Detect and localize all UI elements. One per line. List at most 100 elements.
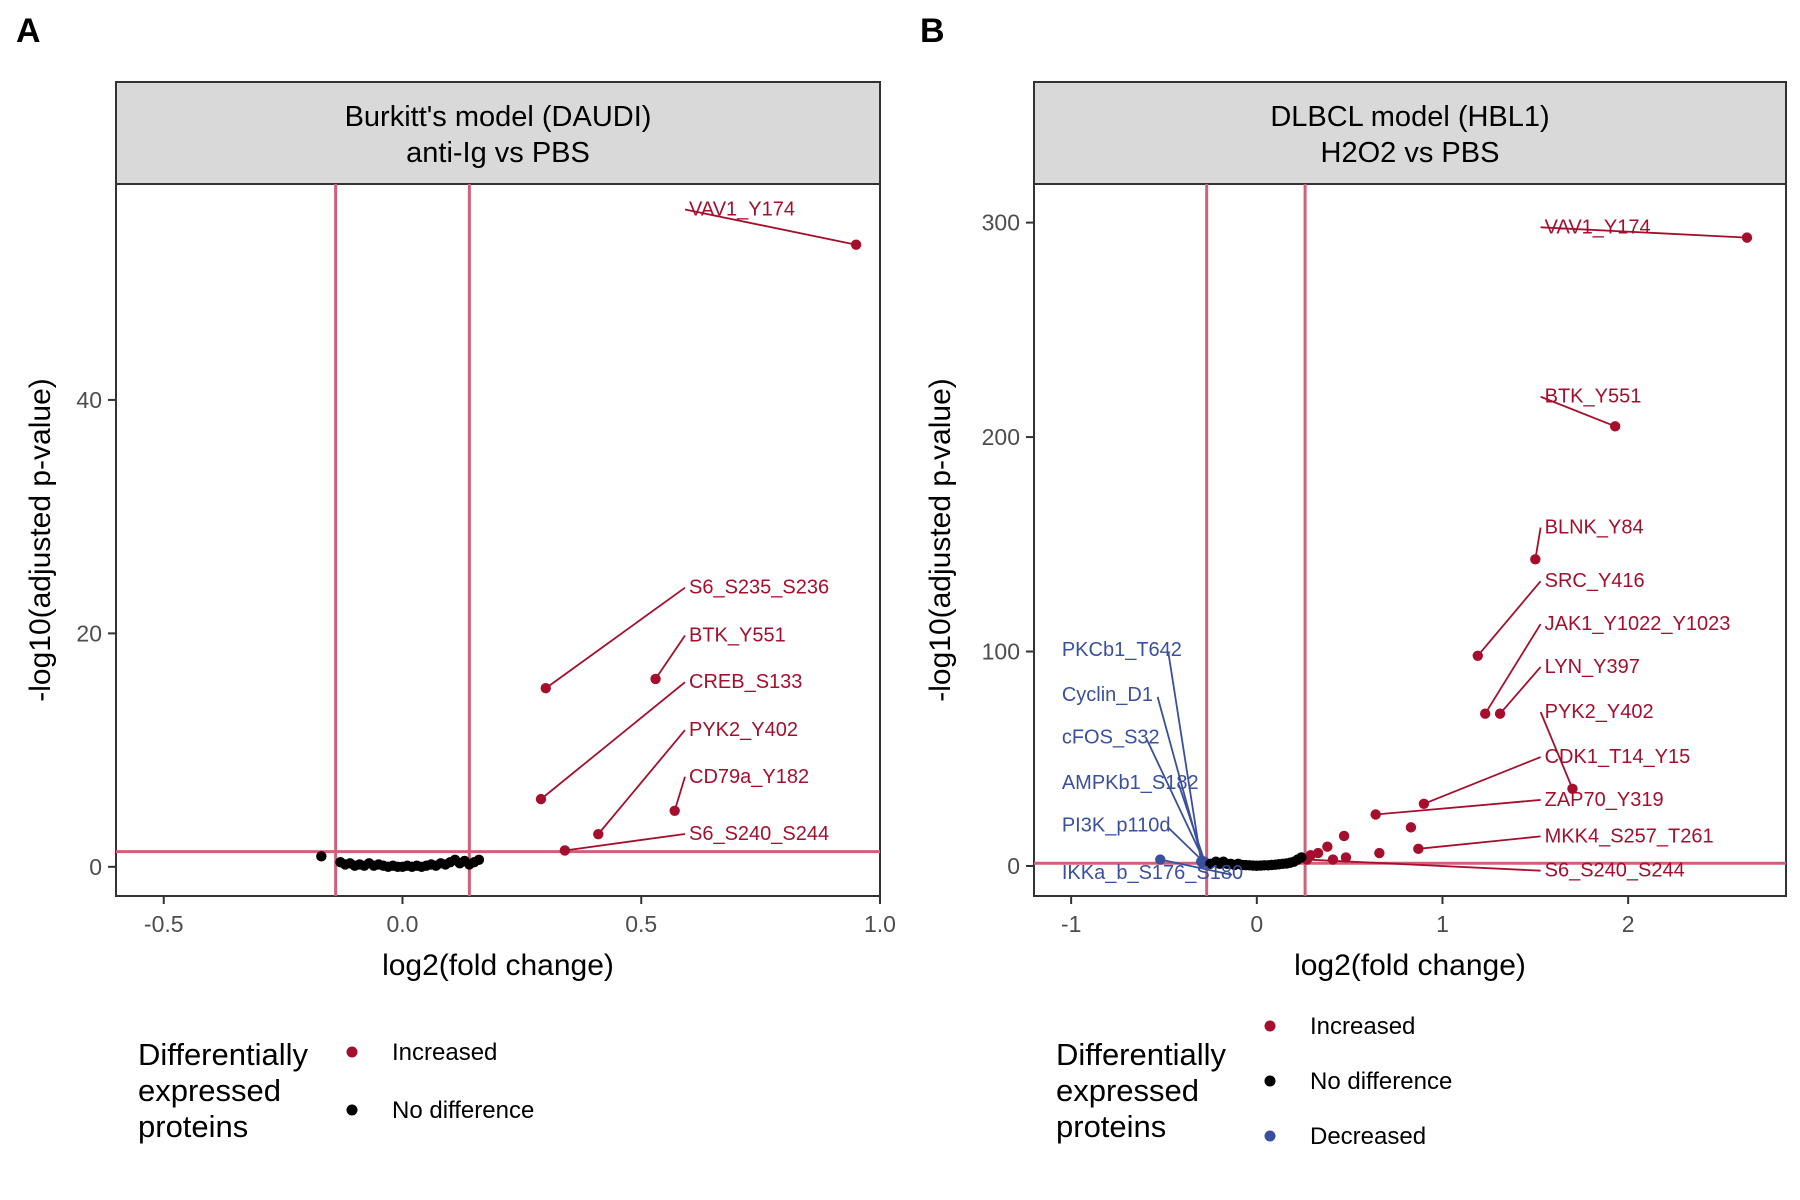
legend-items-b: Increased No difference Decreased: [1264, 1013, 1452, 1150]
point-label: S6_S240_S244: [1545, 860, 1685, 882]
x-tick-label: -1: [1061, 911, 1081, 937]
y-axis-title-a: -log10(adjusted p-value): [24, 378, 57, 702]
label-connector: [540, 681, 686, 800]
x-axis-title-a: log2(fold change): [382, 949, 614, 982]
y-tick-label: 20: [76, 620, 102, 646]
point-label: VAV1_Y174: [1545, 216, 1651, 238]
point-label: S6_S240_S244: [689, 823, 829, 845]
label-connector: [1484, 623, 1542, 715]
data-point-increased: [1322, 841, 1333, 852]
label-connector: [1477, 580, 1542, 657]
legend-key-no-difference: [1264, 1075, 1276, 1087]
strip-title-line1-b: DLBCL model (HBL1): [1270, 101, 1549, 133]
point-label: PYK2_Y402: [1545, 701, 1654, 723]
data-point-increased: [559, 845, 571, 856]
legend-label: Decreased: [1310, 1123, 1426, 1150]
label-connector: [1540, 226, 1748, 239]
strip-title-line1-a: Burkitt's model (DAUDI): [345, 101, 652, 133]
legend-key-increased: [346, 1046, 358, 1058]
data-point-increased: [1340, 852, 1352, 863]
legend-a: Differentially expressed proteins Increa…: [138, 1037, 534, 1144]
point-label: LYN_Y397: [1545, 656, 1640, 678]
panel-b: B DLBCL model (HBL1) H2O2 vs PBS -1 0 1 2 0…: [920, 12, 1787, 1150]
data-point-increased: [1530, 554, 1541, 565]
data-point-increased: [1370, 809, 1381, 820]
label-connector: [673, 776, 686, 812]
label-connector: [564, 833, 686, 852]
y-tick-label: 40: [76, 387, 102, 413]
point-label: CDK1_T14_Y15: [1545, 746, 1691, 768]
point-label: Cyclin_D1: [1062, 684, 1153, 706]
x-tick-label: -0.5: [144, 911, 184, 937]
x-axis-title-b: log2(fold change): [1294, 949, 1526, 982]
threshold-lines-a: [116, 184, 880, 896]
label-connector: [654, 635, 686, 680]
y-tick-label: 300: [982, 210, 1020, 236]
point-label: MKK4_S257_T261: [1545, 825, 1714, 847]
panel-a: A Burkitt's model (DAUDI) anti-Ig vs PBS…: [16, 12, 896, 1144]
label-connectors-a: [540, 208, 857, 852]
legend-title-line2-b: expressed: [1056, 1073, 1199, 1108]
label-connector: [1160, 858, 1233, 876]
label-connector: [1167, 827, 1204, 862]
legend-b: Differentially expressed proteins Increa…: [1056, 1013, 1452, 1150]
data-point-increased: [1305, 850, 1316, 861]
point-label: PKCb1_T642: [1062, 639, 1182, 661]
strip-title-line2-a: anti-Ig vs PBS: [406, 137, 590, 169]
point-label: SRC_Y416: [1545, 570, 1645, 592]
point-label: PYK2_Y402: [689, 719, 798, 741]
data-point-decreased: [1155, 854, 1166, 865]
label-connector: [1418, 835, 1541, 850]
point-label: PI3K_p110d: [1062, 815, 1171, 837]
data-point-increased: [535, 793, 547, 805]
point-label: ZAP70_Y319: [1545, 789, 1664, 811]
label-connector: [1146, 739, 1206, 863]
y-axis-title-b: -log10(adjusted p-value): [924, 378, 957, 702]
point-label: IKKa_b_S176_S180: [1062, 862, 1243, 884]
plot-frame-b: [1033, 183, 1787, 897]
x-tick-label: 0.5: [625, 911, 657, 937]
point-label: AMPKb1_S182: [1062, 772, 1199, 794]
label-connector: [1534, 527, 1542, 560]
point-label: S6_S235_S236: [689, 577, 829, 599]
point-label: JAK1_Y1022_Y1023: [1545, 613, 1731, 635]
panel-label-b: B: [920, 12, 945, 50]
data-point-increased: [650, 673, 661, 685]
plot-frame-a: [115, 183, 881, 897]
point-label: BTK_Y551: [689, 625, 786, 647]
label-connector: [597, 729, 686, 835]
y-tick-label: 200: [982, 424, 1020, 450]
x-tick-label: 1.0: [864, 911, 896, 937]
data-point-increased: [669, 805, 680, 816]
legend-label: Increased: [392, 1039, 497, 1066]
x-tick-label: 0.0: [387, 911, 419, 937]
label-connector: [684, 208, 857, 246]
data-point-increased: [1374, 847, 1385, 859]
data-point-no-difference: [473, 854, 485, 866]
label-connector: [1539, 711, 1574, 790]
label-connector: [1499, 666, 1542, 715]
point-labels-b: VAV1_Y174 BTK_Y551 BLNK_Y84 SRC_Y416 JAK1_Y1…: [1062, 216, 1730, 884]
y-axis-ticks-a: 0 20 40: [76, 387, 116, 880]
legend-title-line1-a: Differentially: [138, 1037, 309, 1072]
data-point-increased: [1741, 232, 1753, 243]
data-points-a: [316, 239, 862, 873]
legend-title-line2-a: expressed: [138, 1073, 281, 1108]
point-label: CREB_S133: [689, 671, 802, 693]
legend-title-line3-a: proteins: [138, 1109, 248, 1144]
data-point-increased: [1609, 421, 1621, 432]
data-point-increased: [1567, 783, 1578, 794]
x-tick-label: 1: [1436, 911, 1449, 937]
label-connector: [1178, 784, 1206, 863]
data-point-increased: [1405, 822, 1417, 833]
point-label: BLNK_Y84: [1545, 517, 1644, 539]
data-point-increased: [1413, 843, 1424, 855]
data-point-increased: [593, 828, 604, 840]
data-point-increased: [1418, 798, 1430, 809]
legend-title-line3-b: proteins: [1056, 1109, 1166, 1144]
label-connector: [1375, 799, 1541, 816]
panel-label-a: A: [16, 12, 41, 50]
legend-label: Increased: [1310, 1013, 1415, 1040]
data-point-increased: [1480, 708, 1491, 719]
